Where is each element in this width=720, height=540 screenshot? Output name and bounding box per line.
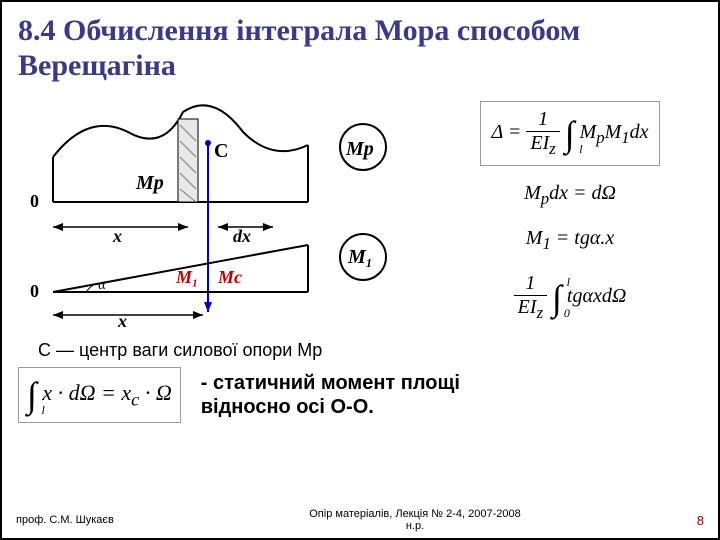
- x-label-2: x: [117, 311, 127, 327]
- frac4-den: EI: [518, 296, 537, 318]
- eq1-1: 1: [621, 128, 629, 147]
- equation-mpdx: Mpdx = dΩ: [514, 180, 626, 211]
- content-row: 0 Mp C x dx: [18, 97, 702, 332]
- footer-c1: Опір матеріалів, Лекція № 2-4, 2007-2008: [309, 508, 520, 520]
- diagram-svg: 0 Mp C x dx: [18, 97, 428, 327]
- int4-top: l: [567, 275, 570, 290]
- diagram-caption: C — центр ваги силової опори Mp: [38, 340, 702, 361]
- frac1-num: 1: [526, 108, 559, 132]
- footer: проф. С.М. Шукаєв Опір матеріалів, Лекці…: [2, 508, 718, 532]
- eq3-rhs: = tgα.x: [551, 227, 614, 249]
- zero-label-1: 0: [30, 191, 39, 211]
- diagram-area: 0 Mp C x dx: [18, 97, 428, 332]
- eq1-m: M: [580, 121, 597, 143]
- footer-center: Опір матеріалів, Лекція № 2-4, 2007-2008…: [166, 508, 664, 532]
- eq1-p: p: [596, 128, 604, 147]
- integral-4: ∫l0: [552, 277, 562, 319]
- eq1-dx: dx: [630, 121, 649, 143]
- footer-c2: н.р.: [406, 520, 424, 532]
- eq4-rhs: tgαxdΩ: [567, 285, 626, 307]
- mc-red-label: Mc: [217, 267, 242, 287]
- eq1-m1: M: [605, 121, 622, 143]
- footer-page: 8: [664, 513, 704, 528]
- dx-label: dx: [233, 226, 251, 246]
- static-moment-equation: ∫l x · dΩ = xc · Ω: [18, 367, 181, 423]
- int5-bot: l: [42, 403, 45, 418]
- equation-delta: Δ = 1 EIz ∫l MpM1dx: [480, 101, 659, 166]
- equations-area: Δ = 1 EIz ∫l MpM1dx Mpdx = dΩ M1 = tgα.x…: [438, 97, 702, 332]
- integral-5: ∫l: [27, 374, 37, 416]
- static-moment-text: - статичний момент площі відносно осі О-…: [201, 371, 460, 419]
- x-label-1: x: [112, 226, 122, 246]
- eq2-m: M: [524, 182, 541, 204]
- integral-1: ∫l: [565, 113, 575, 155]
- frac1-den: EI: [530, 132, 549, 154]
- eq2-mid: dx = dΩ: [549, 182, 616, 204]
- smt-line2: відносно осі О-О.: [201, 396, 374, 418]
- eq5-body: x · dΩ = x: [42, 380, 131, 405]
- int1-bot: l: [579, 142, 582, 157]
- c-label: C: [214, 140, 228, 162]
- bottom-row: ∫l x · dΩ = xc · Ω - статичний момент пл…: [18, 367, 702, 423]
- eq2-p: p: [541, 189, 549, 208]
- delta-sym: Δ: [491, 121, 502, 143]
- m1-circle-label: M₁: [347, 246, 373, 268]
- footer-left: проф. С.М. Шукаєв: [16, 514, 166, 526]
- equation-frac-int: 1 EIz ∫l0 tgαxdΩ: [504, 270, 637, 325]
- mp-label: Mp: [135, 172, 164, 194]
- frac1-sub: z: [549, 139, 555, 158]
- eq3-1: 1: [542, 234, 550, 253]
- zero-label-2: 0: [30, 281, 39, 301]
- int4-bot: 0: [564, 306, 570, 321]
- alpha-label: α: [98, 278, 106, 293]
- eq5-tail: · Ω: [139, 380, 171, 405]
- frac4-sub: z: [537, 303, 543, 322]
- smt-line1: - статичний момент площі: [201, 372, 460, 394]
- frac4-num: 1: [514, 272, 547, 296]
- mp-circle-label: Mp: [345, 138, 374, 160]
- equation-m1tg: M1 = tgα.x: [516, 225, 624, 256]
- eq3-m: M: [526, 227, 543, 249]
- slide-title: 8.4 Обчислення інтеграла Мора способом В…: [18, 14, 702, 83]
- m1-red-label: M₁: [175, 267, 198, 287]
